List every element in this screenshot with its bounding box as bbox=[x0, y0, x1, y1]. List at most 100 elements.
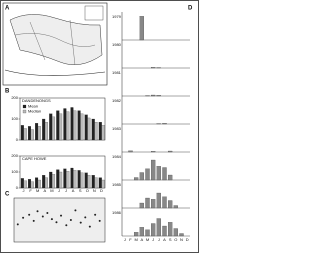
bar bbox=[91, 118, 95, 141]
bar bbox=[151, 151, 156, 153]
bar bbox=[145, 168, 150, 181]
bar bbox=[134, 177, 139, 181]
map-rivers bbox=[14, 19, 96, 66]
x-tick-label: S bbox=[169, 237, 172, 242]
panel-label: A bbox=[5, 6, 10, 12]
point bbox=[36, 210, 39, 213]
point bbox=[41, 215, 44, 218]
bar bbox=[156, 192, 161, 209]
bar bbox=[101, 125, 105, 141]
point bbox=[28, 213, 31, 216]
x-tick-label: N bbox=[180, 237, 183, 242]
bar bbox=[42, 118, 46, 141]
bar bbox=[70, 107, 74, 141]
plot-frame bbox=[13, 197, 106, 243]
bar bbox=[80, 172, 84, 189]
bar bbox=[66, 111, 70, 141]
bar bbox=[151, 199, 156, 209]
x-tick-label: D bbox=[100, 188, 103, 193]
bar bbox=[52, 116, 56, 141]
bar bbox=[56, 169, 60, 189]
bar bbox=[98, 122, 102, 141]
bar bbox=[151, 67, 156, 69]
point bbox=[65, 224, 68, 227]
bar bbox=[23, 128, 27, 141]
bar bbox=[49, 171, 53, 189]
bar bbox=[44, 177, 48, 189]
bar bbox=[23, 180, 27, 189]
bar bbox=[70, 167, 74, 189]
bar bbox=[128, 150, 133, 153]
bar bbox=[56, 110, 60, 141]
bar bbox=[145, 229, 150, 237]
bar bbox=[168, 222, 173, 237]
bar bbox=[156, 95, 161, 97]
x-tick-label: J bbox=[58, 188, 60, 193]
row-year: 1983 bbox=[112, 126, 122, 131]
bar bbox=[59, 113, 63, 141]
legend-label: Median bbox=[28, 109, 41, 114]
bar bbox=[139, 202, 144, 209]
bar bbox=[173, 205, 178, 209]
bar bbox=[98, 177, 102, 189]
x-tick-label: J bbox=[65, 188, 67, 193]
bar bbox=[84, 172, 88, 189]
x-tick-label: M bbox=[50, 188, 53, 193]
point bbox=[46, 211, 49, 214]
bar bbox=[134, 232, 139, 237]
bar bbox=[168, 174, 173, 181]
y-tick-label: 200 bbox=[11, 95, 18, 100]
y-tick-label: 0 bbox=[16, 185, 19, 190]
chart-title: CAPE HOWE bbox=[22, 156, 47, 161]
bar bbox=[35, 123, 39, 141]
point bbox=[74, 209, 77, 212]
row-year: 1985 bbox=[112, 182, 122, 187]
bar bbox=[27, 179, 31, 189]
bar bbox=[94, 122, 98, 141]
x-tick-label: N bbox=[93, 188, 96, 193]
x-tick-label: J bbox=[124, 237, 126, 242]
point bbox=[79, 221, 82, 224]
bar bbox=[151, 159, 156, 181]
chart-title: DANDENONGS bbox=[22, 98, 51, 103]
point bbox=[55, 221, 58, 224]
bar bbox=[139, 172, 144, 181]
y-tick-label: 0 bbox=[16, 137, 19, 142]
bar bbox=[162, 123, 167, 125]
bar bbox=[44, 122, 48, 141]
bar bbox=[35, 177, 39, 189]
bar bbox=[66, 171, 70, 189]
bar bbox=[156, 67, 161, 69]
bar bbox=[30, 181, 34, 189]
point bbox=[84, 216, 87, 219]
bar bbox=[63, 108, 67, 141]
point bbox=[16, 223, 19, 226]
y-tick-label: 100 bbox=[11, 116, 18, 121]
bar bbox=[42, 175, 46, 189]
x-tick-label: O bbox=[174, 237, 177, 242]
bar bbox=[173, 228, 178, 237]
x-tick-label: O bbox=[86, 188, 89, 193]
bar bbox=[156, 218, 161, 237]
point bbox=[50, 218, 53, 221]
x-tick-label: J bbox=[152, 237, 154, 242]
bar bbox=[156, 123, 161, 125]
row-year: 1986 bbox=[112, 210, 122, 215]
point bbox=[22, 216, 25, 219]
bar bbox=[20, 178, 24, 189]
bar bbox=[94, 177, 98, 189]
bar bbox=[87, 117, 91, 141]
x-tick-label: D bbox=[186, 237, 189, 242]
row-year: 1984 bbox=[112, 154, 122, 159]
y-tick-label: 200 bbox=[11, 153, 18, 158]
bar bbox=[73, 110, 77, 141]
bar bbox=[139, 227, 144, 237]
x-tick-label: S bbox=[79, 188, 82, 193]
bar bbox=[20, 125, 24, 141]
bar bbox=[84, 114, 88, 141]
bar bbox=[156, 166, 161, 181]
bar bbox=[63, 168, 67, 189]
bar bbox=[145, 197, 150, 209]
x-tick-label: J bbox=[23, 188, 25, 193]
